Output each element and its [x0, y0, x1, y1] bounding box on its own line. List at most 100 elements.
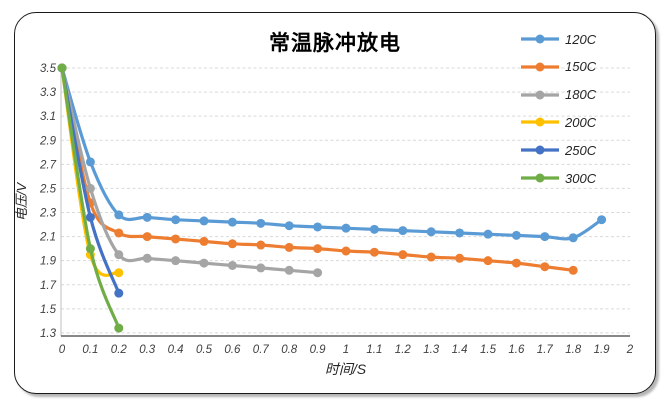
x-tick-label-1.6: 1.6	[508, 344, 525, 356]
x-tick-label-2: 2	[626, 344, 634, 356]
legend-item-150C[interactable]: 150C	[521, 57, 596, 77]
chart-title: 常温脉冲放电	[269, 32, 401, 55]
x-tick-label-0.3: 0.3	[139, 344, 156, 356]
x-tick-label-1.3: 1.3	[423, 344, 440, 356]
legend-item-200C[interactable]: 200C	[521, 112, 596, 132]
series-marker-150C-15	[483, 256, 493, 266]
series-marker-150C-17	[540, 262, 550, 272]
series-marker-120C-18	[568, 233, 578, 243]
series-marker-300C-2	[114, 323, 124, 333]
legend-label-120C: 120C	[565, 31, 597, 47]
x-tick-label-0.2: 0.2	[111, 344, 128, 356]
series-marker-180C-3	[142, 253, 152, 263]
series-marker-150C-7	[256, 240, 266, 250]
series-marker-120C-13	[426, 227, 436, 237]
series-marker-120C-12	[398, 226, 408, 236]
series-marker-120C-11	[369, 224, 379, 234]
legend-label-150C: 150C	[565, 59, 597, 75]
y-tick-label-2.1: 2.1	[39, 232, 56, 244]
series-marker-120C-6	[227, 217, 237, 227]
x-tick-label-1.1: 1.1	[366, 344, 382, 356]
x-tick-label-1: 1	[343, 344, 349, 356]
series-marker-250C-1	[85, 212, 95, 222]
y-tick-label-1.7: 1.7	[40, 280, 57, 292]
series-marker-120C-5	[199, 216, 209, 226]
legend-marker-250C	[521, 145, 559, 155]
series-marker-120C-17	[540, 232, 550, 242]
legend-label-200C: 200C	[565, 114, 597, 130]
series-marker-180C-7	[256, 263, 266, 273]
series-marker-180C-8	[284, 265, 294, 275]
legend-item-180C[interactable]: 180C	[521, 85, 596, 105]
legend-item-250C[interactable]: 250C	[521, 140, 596, 160]
x-tick-label-0.1: 0.1	[82, 344, 98, 356]
legend-marker-300C	[521, 173, 559, 183]
series-marker-150C-9	[313, 244, 323, 254]
legend-item-120C[interactable]: 120C	[521, 29, 596, 49]
series-marker-120C-4	[171, 215, 181, 225]
series-marker-180C-9	[313, 268, 323, 278]
y-tick-label-2.9: 2.9	[39, 135, 57, 147]
series-marker-180C-1	[85, 183, 95, 193]
x-tick-label-1.2: 1.2	[395, 344, 412, 356]
series-marker-150C-18	[568, 265, 578, 275]
x-tick-label-1.5: 1.5	[480, 344, 497, 356]
series-marker-120C-1	[85, 157, 95, 167]
series-marker-150C-6	[227, 239, 237, 249]
series-marker-150C-5	[199, 236, 209, 246]
x-tick-label-1.8: 1.8	[565, 344, 582, 356]
series-marker-180C-2	[114, 250, 124, 260]
x-tick-label-1.7: 1.7	[537, 344, 554, 356]
series-line-180C[interactable]	[60, 66, 320, 275]
x-axis-title: 时间/S	[325, 361, 367, 377]
x-tick-label-0.6: 0.6	[224, 344, 241, 356]
legend-marker-200C	[521, 117, 559, 127]
series-marker-120C-10	[341, 223, 351, 233]
series-marker-180C-4	[171, 256, 181, 266]
x-tick-label-1.4: 1.4	[452, 344, 468, 356]
series-marker-120C-9	[313, 222, 323, 232]
series-marker-150C-14	[455, 253, 465, 263]
series-marker-120C-16	[511, 230, 521, 240]
x-tick-label-0.8: 0.8	[281, 344, 298, 356]
series-marker-150C-11	[369, 247, 379, 257]
series-marker-120C-3	[142, 212, 152, 222]
legend-label-250C: 250C	[565, 142, 597, 158]
series-marker-180C-6	[227, 260, 237, 270]
y-tick-label-3.1: 3.1	[40, 111, 56, 123]
series-marker-150C-12	[398, 250, 408, 260]
series-marker-300C-0	[57, 63, 67, 73]
y-tick-label-3.3: 3.3	[40, 87, 57, 99]
legend-label-180C: 180C	[565, 87, 597, 103]
legend-item-300C[interactable]: 300C	[521, 168, 596, 188]
legend-marker-120C	[521, 34, 559, 44]
y-axis-title: 电压/V	[14, 182, 29, 222]
series-marker-120C-19	[597, 215, 607, 225]
series-marker-300C-1	[85, 244, 95, 254]
series-marker-120C-15	[483, 229, 493, 239]
series-marker-150C-3	[142, 232, 152, 242]
y-tick-label-2.5: 2.5	[39, 183, 57, 195]
series-line-150C[interactable]	[60, 66, 575, 272]
series-line-300C[interactable]	[60, 66, 121, 330]
legend-marker-180C	[521, 90, 559, 100]
y-tick-label-3.5: 3.5	[40, 63, 57, 75]
series-marker-120C-14	[455, 228, 465, 238]
series-marker-120C-8	[284, 221, 294, 231]
series-marker-150C-4	[171, 234, 181, 244]
y-tick-label-1.3: 1.3	[40, 328, 57, 340]
legend-label-300C: 300C	[565, 170, 597, 186]
legend-marker-150C	[521, 62, 559, 72]
series-marker-150C-13	[426, 252, 436, 262]
series-marker-250C-2	[114, 288, 124, 298]
series-marker-150C-10	[341, 246, 351, 256]
series-marker-200C-2	[114, 268, 124, 278]
y-tick-label-2.7: 2.7	[39, 159, 57, 171]
series-marker-120C-7	[256, 218, 266, 228]
series-marker-150C-8	[284, 242, 294, 252]
x-tick-label-0.7: 0.7	[253, 344, 270, 356]
series-marker-180C-5	[199, 258, 209, 268]
y-tick-label-1.9: 1.9	[40, 256, 57, 268]
x-tick-label-0.9: 0.9	[310, 344, 327, 356]
